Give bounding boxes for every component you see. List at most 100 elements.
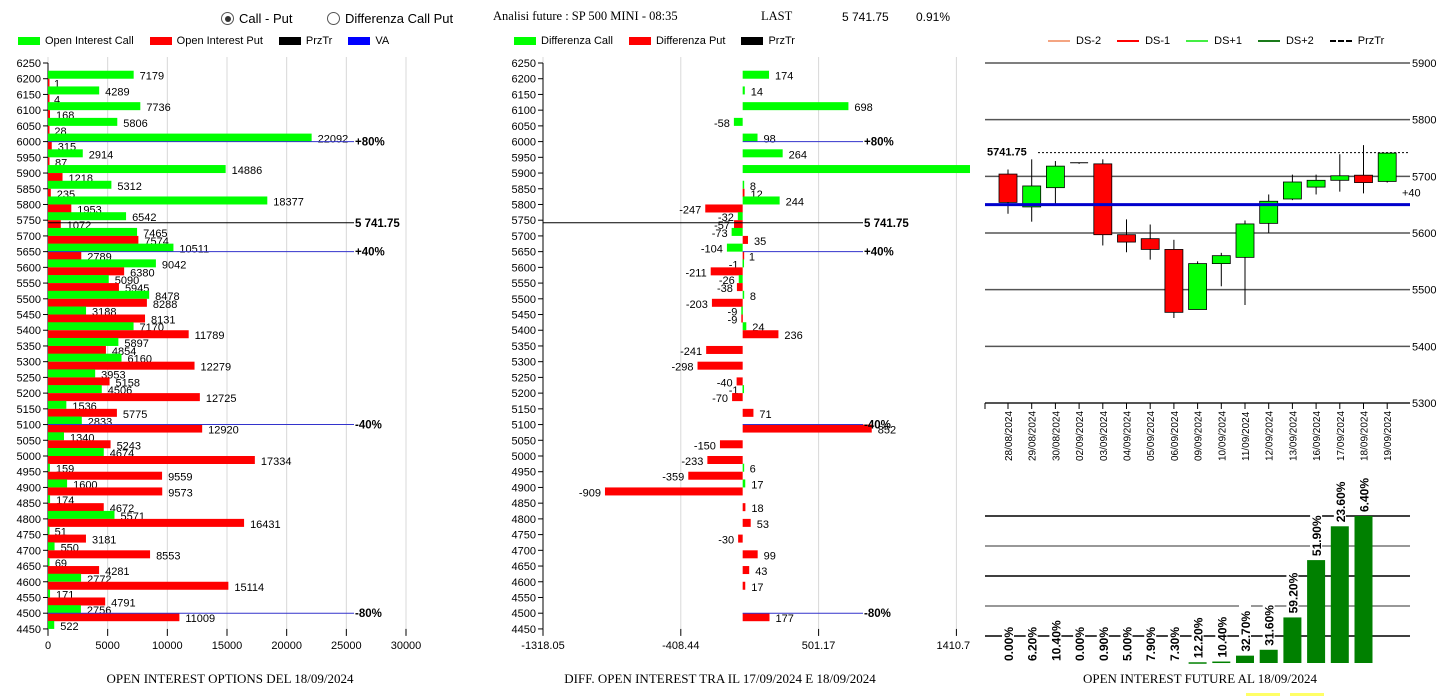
future-oi-chart: 0.00% 6.20% 10.40% 0.00% 0.90% 5.00% 7.90% 7.30… xyxy=(985,470,1410,664)
y-tick-label: 6200 xyxy=(17,74,41,86)
put-bar xyxy=(48,597,106,606)
bar-value-label: 59.20% xyxy=(1286,572,1300,613)
bar-value-label: -241 xyxy=(680,346,702,358)
put-bar xyxy=(48,267,125,276)
bar-value-label: -70 xyxy=(712,393,728,405)
put-bar xyxy=(48,377,110,386)
bar-value-label: 6542 xyxy=(132,212,156,224)
y-tick-label: 5150 xyxy=(17,404,41,416)
bar-value-label: 4791 xyxy=(111,597,135,609)
x-tick-label: 09/09/2024 xyxy=(1194,411,1205,461)
future-oi-bar xyxy=(1330,526,1349,663)
level-label: 5 741.75 xyxy=(355,218,400,230)
put-bar xyxy=(48,424,203,433)
bar-value-label: 522 xyxy=(60,621,78,633)
bar-value-label: 6380 xyxy=(130,267,154,279)
put-bar xyxy=(742,581,746,590)
bar-value-label: -1 xyxy=(729,259,739,271)
x-tick-label: 13/09/2024 xyxy=(1288,411,1299,461)
future-oi-bar xyxy=(1307,560,1326,663)
highlight-marker xyxy=(1246,693,1280,696)
put-bar xyxy=(48,361,195,370)
y-tick-label: 4450 xyxy=(17,624,41,636)
bar-value-label: 12279 xyxy=(201,362,232,374)
bar-value-label: -73 xyxy=(712,228,728,240)
level-label: +80% xyxy=(864,137,894,149)
y-tick-label: 5500 xyxy=(1412,285,1436,297)
call-bar xyxy=(48,416,82,425)
y-tick-label: 5800 xyxy=(1412,115,1436,127)
legend-diff-oi: Differenza Call Differenza Put PrzTr xyxy=(514,35,811,47)
bar-value-label: 5090 xyxy=(115,275,139,287)
put-bar xyxy=(48,330,189,339)
bar-value-label: -38 xyxy=(717,283,733,295)
bar-value-label: 8131 xyxy=(151,315,175,327)
call-bar xyxy=(48,102,141,111)
y-tick-label: 4900 xyxy=(512,482,536,494)
legend-item: PrzTr xyxy=(278,35,332,47)
call-bar xyxy=(48,227,138,236)
y-tick-label: 4800 xyxy=(512,514,536,526)
call-bar xyxy=(48,196,268,205)
radio-differenza-call-put[interactable]: Differenza Call Put xyxy=(327,11,453,26)
x-tick-label: 12/09/2024 xyxy=(1265,411,1276,461)
put-bar xyxy=(741,314,743,323)
y-tick-label: 5550 xyxy=(512,278,536,290)
y-tick-label: 5500 xyxy=(512,294,536,306)
y-tick-label: 5300 xyxy=(17,357,41,369)
y-tick-label: 5200 xyxy=(512,388,536,400)
bar-value-label: 17334 xyxy=(261,456,292,468)
bar-value-label: 4289 xyxy=(105,86,129,98)
bar-value-label: 4281 xyxy=(105,566,129,578)
y-tick-label: 5850 xyxy=(17,184,41,196)
future-oi-bar xyxy=(1354,516,1373,663)
candle-up xyxy=(1211,255,1231,265)
radio-call-put[interactable]: Call - Put xyxy=(221,11,292,26)
put-bar xyxy=(742,424,872,433)
call-bar xyxy=(48,526,50,535)
legend-label: DS+2 xyxy=(1285,35,1314,47)
legend-label: DS-1 xyxy=(1145,35,1171,47)
y-tick-label: 5400 xyxy=(17,325,41,337)
call-bar xyxy=(48,117,118,126)
bar-value-label: 8478 xyxy=(155,291,179,303)
put-bar xyxy=(48,440,111,449)
put-bar xyxy=(48,251,82,260)
put-bar xyxy=(706,345,743,354)
put-bar xyxy=(48,487,163,496)
legend-label: DS-2 xyxy=(1076,35,1102,47)
y-tick-label: 5350 xyxy=(17,341,41,353)
bar-value-label: 8 xyxy=(750,291,756,303)
put-bar xyxy=(742,235,748,244)
label-bg xyxy=(1073,613,1086,661)
label-bg xyxy=(1025,613,1038,661)
bar-value-label: 14886 xyxy=(232,165,263,177)
legend-swatch xyxy=(514,37,536,45)
y-tick-label: 4500 xyxy=(17,608,41,620)
call-bar xyxy=(742,180,745,189)
bar-value-label: -203 xyxy=(686,299,708,311)
y-tick-label: 4950 xyxy=(512,467,536,479)
bar-value-label: 0.00% xyxy=(1002,627,1016,661)
candle-up xyxy=(1282,181,1302,200)
call-bar xyxy=(48,275,109,284)
bar-value-label: 698 xyxy=(854,102,872,114)
y-tick-label: 6100 xyxy=(512,105,536,117)
y-tick-label: 6050 xyxy=(17,121,41,133)
call-bar xyxy=(48,322,134,331)
bar-value-label: 17 xyxy=(751,479,763,491)
y-tick-label: 5150 xyxy=(512,404,536,416)
label-bg xyxy=(1049,613,1062,661)
put-bar xyxy=(742,408,754,417)
y-tick-label: 5050 xyxy=(17,435,41,447)
call-bar xyxy=(48,448,104,456)
bar-value-label: 5775 xyxy=(123,409,147,421)
y-tick-label: 5000 xyxy=(17,451,41,463)
put-bar xyxy=(697,361,743,370)
y-tick-label: 6100 xyxy=(17,105,41,117)
bar-value-label: 0.00% xyxy=(1073,627,1087,661)
put-bar xyxy=(48,298,147,307)
future-oi-bar xyxy=(1283,617,1302,663)
legend-line xyxy=(1257,40,1280,42)
bar-value-label: 174 xyxy=(775,71,793,83)
